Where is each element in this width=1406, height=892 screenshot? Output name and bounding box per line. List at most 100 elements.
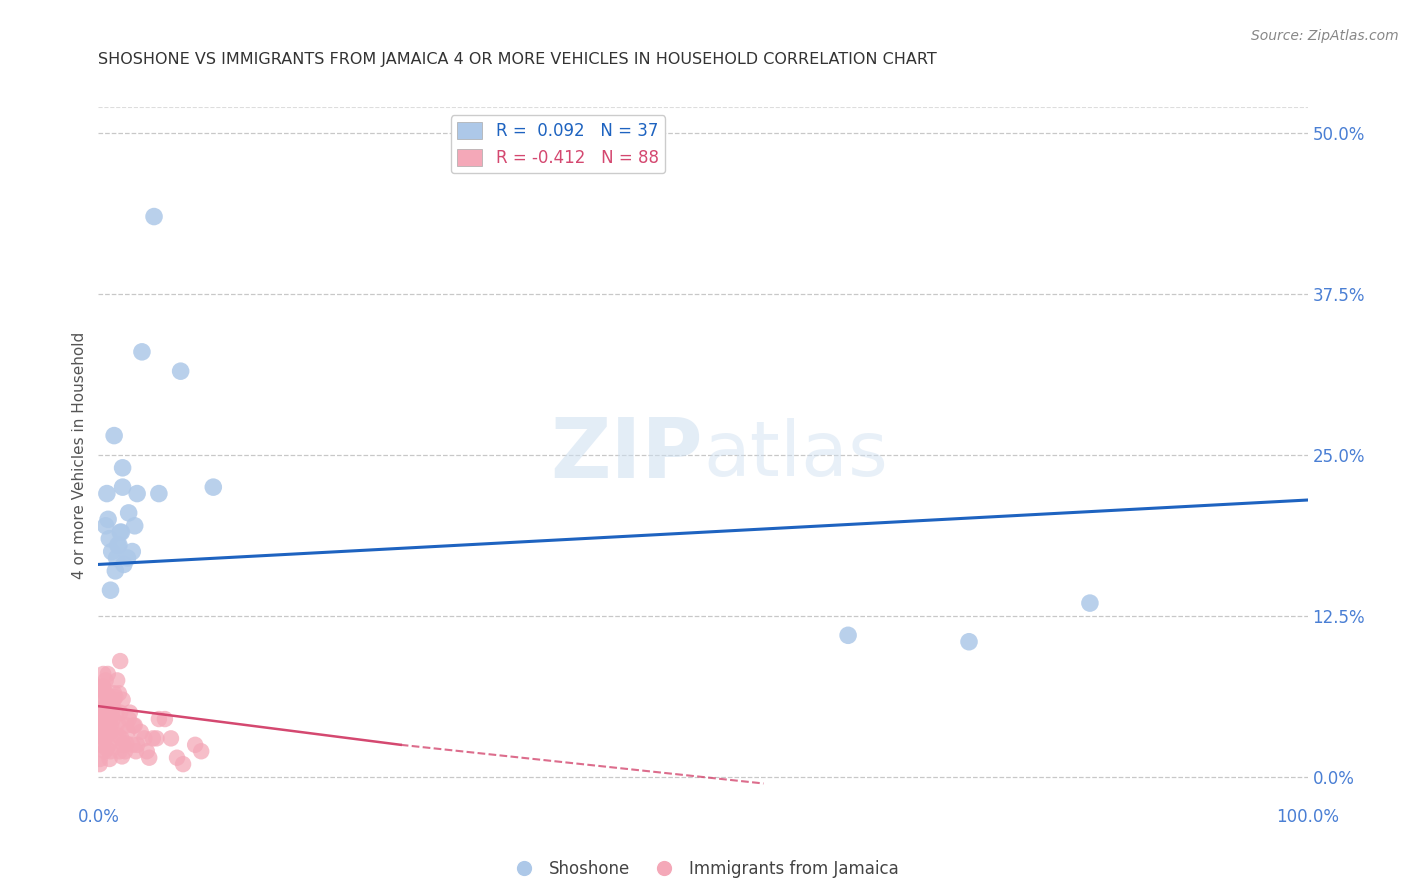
Point (97, 692, 120, 706)
Point (90, 737, 112, 751)
Point (115, 737, 138, 751)
Point (96, 699, 118, 714)
Point (129, 725, 152, 739)
Point (117, 725, 139, 739)
Point (107, 729, 129, 743)
Point (108, 744, 131, 758)
Point (91, 726, 114, 740)
Point (118, 506, 141, 520)
Point (118, 706, 141, 720)
Point (90, 715, 112, 730)
Point (89, 752, 111, 766)
Point (89, 692, 111, 706)
Point (91, 725, 114, 739)
Point (131, 344, 153, 359)
Point (89, 729, 111, 743)
Point (108, 686, 131, 700)
Point (148, 712, 170, 726)
Point (108, 538, 131, 552)
Point (138, 750, 160, 764)
Point (93, 744, 115, 758)
Point (104, 706, 127, 720)
Point (153, 712, 176, 726)
Point (96, 698, 118, 712)
Point (103, 692, 125, 706)
Point (89, 680, 111, 694)
Point (94, 712, 117, 726)
Point (94, 518, 117, 533)
Point (90, 738, 112, 752)
Point (124, 518, 146, 533)
Point (93, 700, 115, 714)
Point (127, 738, 149, 752)
Point (105, 673, 128, 688)
Point (91, 680, 114, 694)
Point (105, 551, 128, 566)
Point (91, 667, 114, 681)
Point (89, 757, 111, 772)
Point (145, 731, 167, 746)
Point (98, 725, 121, 739)
Point (1078, 596, 1101, 610)
Point (114, 744, 136, 758)
Point (108, 525, 131, 540)
Point (96, 486, 118, 500)
Point (103, 428, 125, 442)
Point (93, 706, 115, 720)
Point (93, 711, 115, 725)
Text: Source: ZipAtlas.com: Source: ZipAtlas.com (1251, 29, 1399, 43)
Point (97, 739, 120, 753)
Point (91, 680, 114, 694)
Point (96, 714, 118, 728)
Point (121, 544, 143, 558)
Point (90, 723, 112, 738)
Point (89, 706, 111, 720)
Point (169, 364, 191, 378)
Point (98, 692, 121, 706)
Point (134, 731, 156, 746)
Point (111, 749, 134, 764)
Point (100, 744, 122, 758)
Point (184, 738, 207, 752)
Point (190, 744, 212, 758)
Point (98, 715, 121, 730)
Point (142, 731, 165, 746)
Point (97, 703, 120, 717)
Point (90, 711, 112, 725)
Point (111, 692, 134, 706)
Point (101, 699, 124, 714)
Point (94, 731, 117, 746)
Point (957, 634, 980, 648)
Text: atlas: atlas (703, 418, 887, 491)
Point (98, 752, 121, 766)
Point (97, 667, 120, 681)
Point (202, 480, 225, 494)
Point (112, 558, 135, 572)
Point (108, 706, 131, 720)
Point (121, 738, 143, 752)
Point (107, 538, 129, 552)
Point (148, 486, 170, 500)
Point (135, 744, 157, 758)
Point (172, 757, 194, 772)
Point (98, 532, 121, 546)
Point (94, 673, 117, 688)
Point (112, 738, 135, 752)
Point (94, 685, 117, 699)
Point (91, 718, 114, 732)
Point (101, 712, 124, 726)
Point (110, 525, 132, 540)
Point (93, 731, 115, 746)
Point (117, 551, 139, 566)
Point (100, 583, 122, 598)
Point (96, 741, 118, 756)
Text: SHOSHONE VS IMMIGRANTS FROM JAMAICA 4 OR MORE VEHICLES IN HOUSEHOLD CORRELATION : SHOSHONE VS IMMIGRANTS FROM JAMAICA 4 OR… (98, 52, 938, 67)
Point (100, 718, 122, 732)
Point (110, 731, 132, 746)
Point (94, 688, 117, 702)
Point (96, 718, 118, 732)
Point (127, 486, 149, 500)
Y-axis label: 4 or more Vehicles in Household: 4 or more Vehicles in Household (72, 331, 87, 579)
Point (108, 654, 131, 668)
Point (100, 725, 122, 739)
